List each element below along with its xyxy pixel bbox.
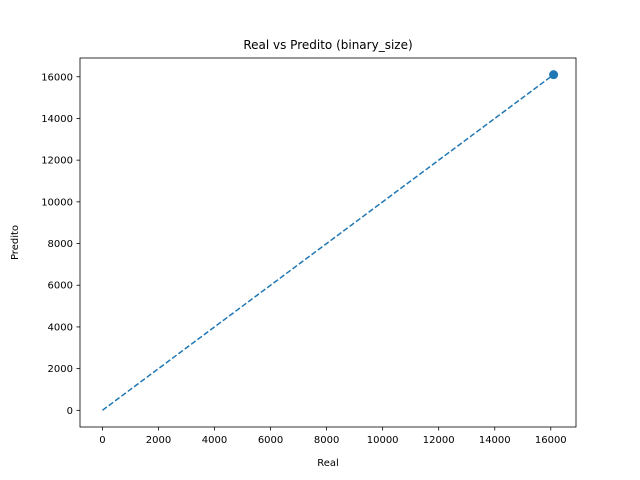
y-tick-label: 6000 [48,281,73,292]
y-tick-label: 4000 [48,322,73,333]
x-tick-label: 16000 [535,435,567,446]
reference-line [101,74,555,411]
plot-frame [79,57,577,428]
x-tick-label: 10000 [367,435,399,446]
x-tick-label: 8000 [314,435,339,446]
x-tick-label: 0 [99,435,105,446]
y-tick-label: 14000 [41,114,73,125]
x-tick-label: 14000 [479,435,511,446]
y-tick-label: 8000 [48,239,73,250]
x-tick-label: 2000 [146,435,171,446]
chart-title: Real vs Predito (binary_size) [243,38,412,52]
x-tick-label: 12000 [423,435,455,446]
y-axis: 0 2000 4000 6000 8000 10000 12000 14000 16000 [41,72,80,417]
data-point [549,70,559,80]
y-axis-label: Predito [10,225,21,260]
y-tick-label: 10000 [41,197,73,208]
y-tick-label: 0 [67,406,73,417]
y-tick-label: 2000 [48,364,73,375]
x-tick-label: 6000 [258,435,283,446]
x-tick-label: 4000 [202,435,227,446]
data-points [549,70,559,80]
y-tick-label: 12000 [41,156,73,167]
x-axis: 0 2000 4000 6000 8000 10000 12000 14000 16000 [99,427,567,446]
y-tick-label: 16000 [41,72,73,83]
x-axis-label: Real [317,458,339,469]
